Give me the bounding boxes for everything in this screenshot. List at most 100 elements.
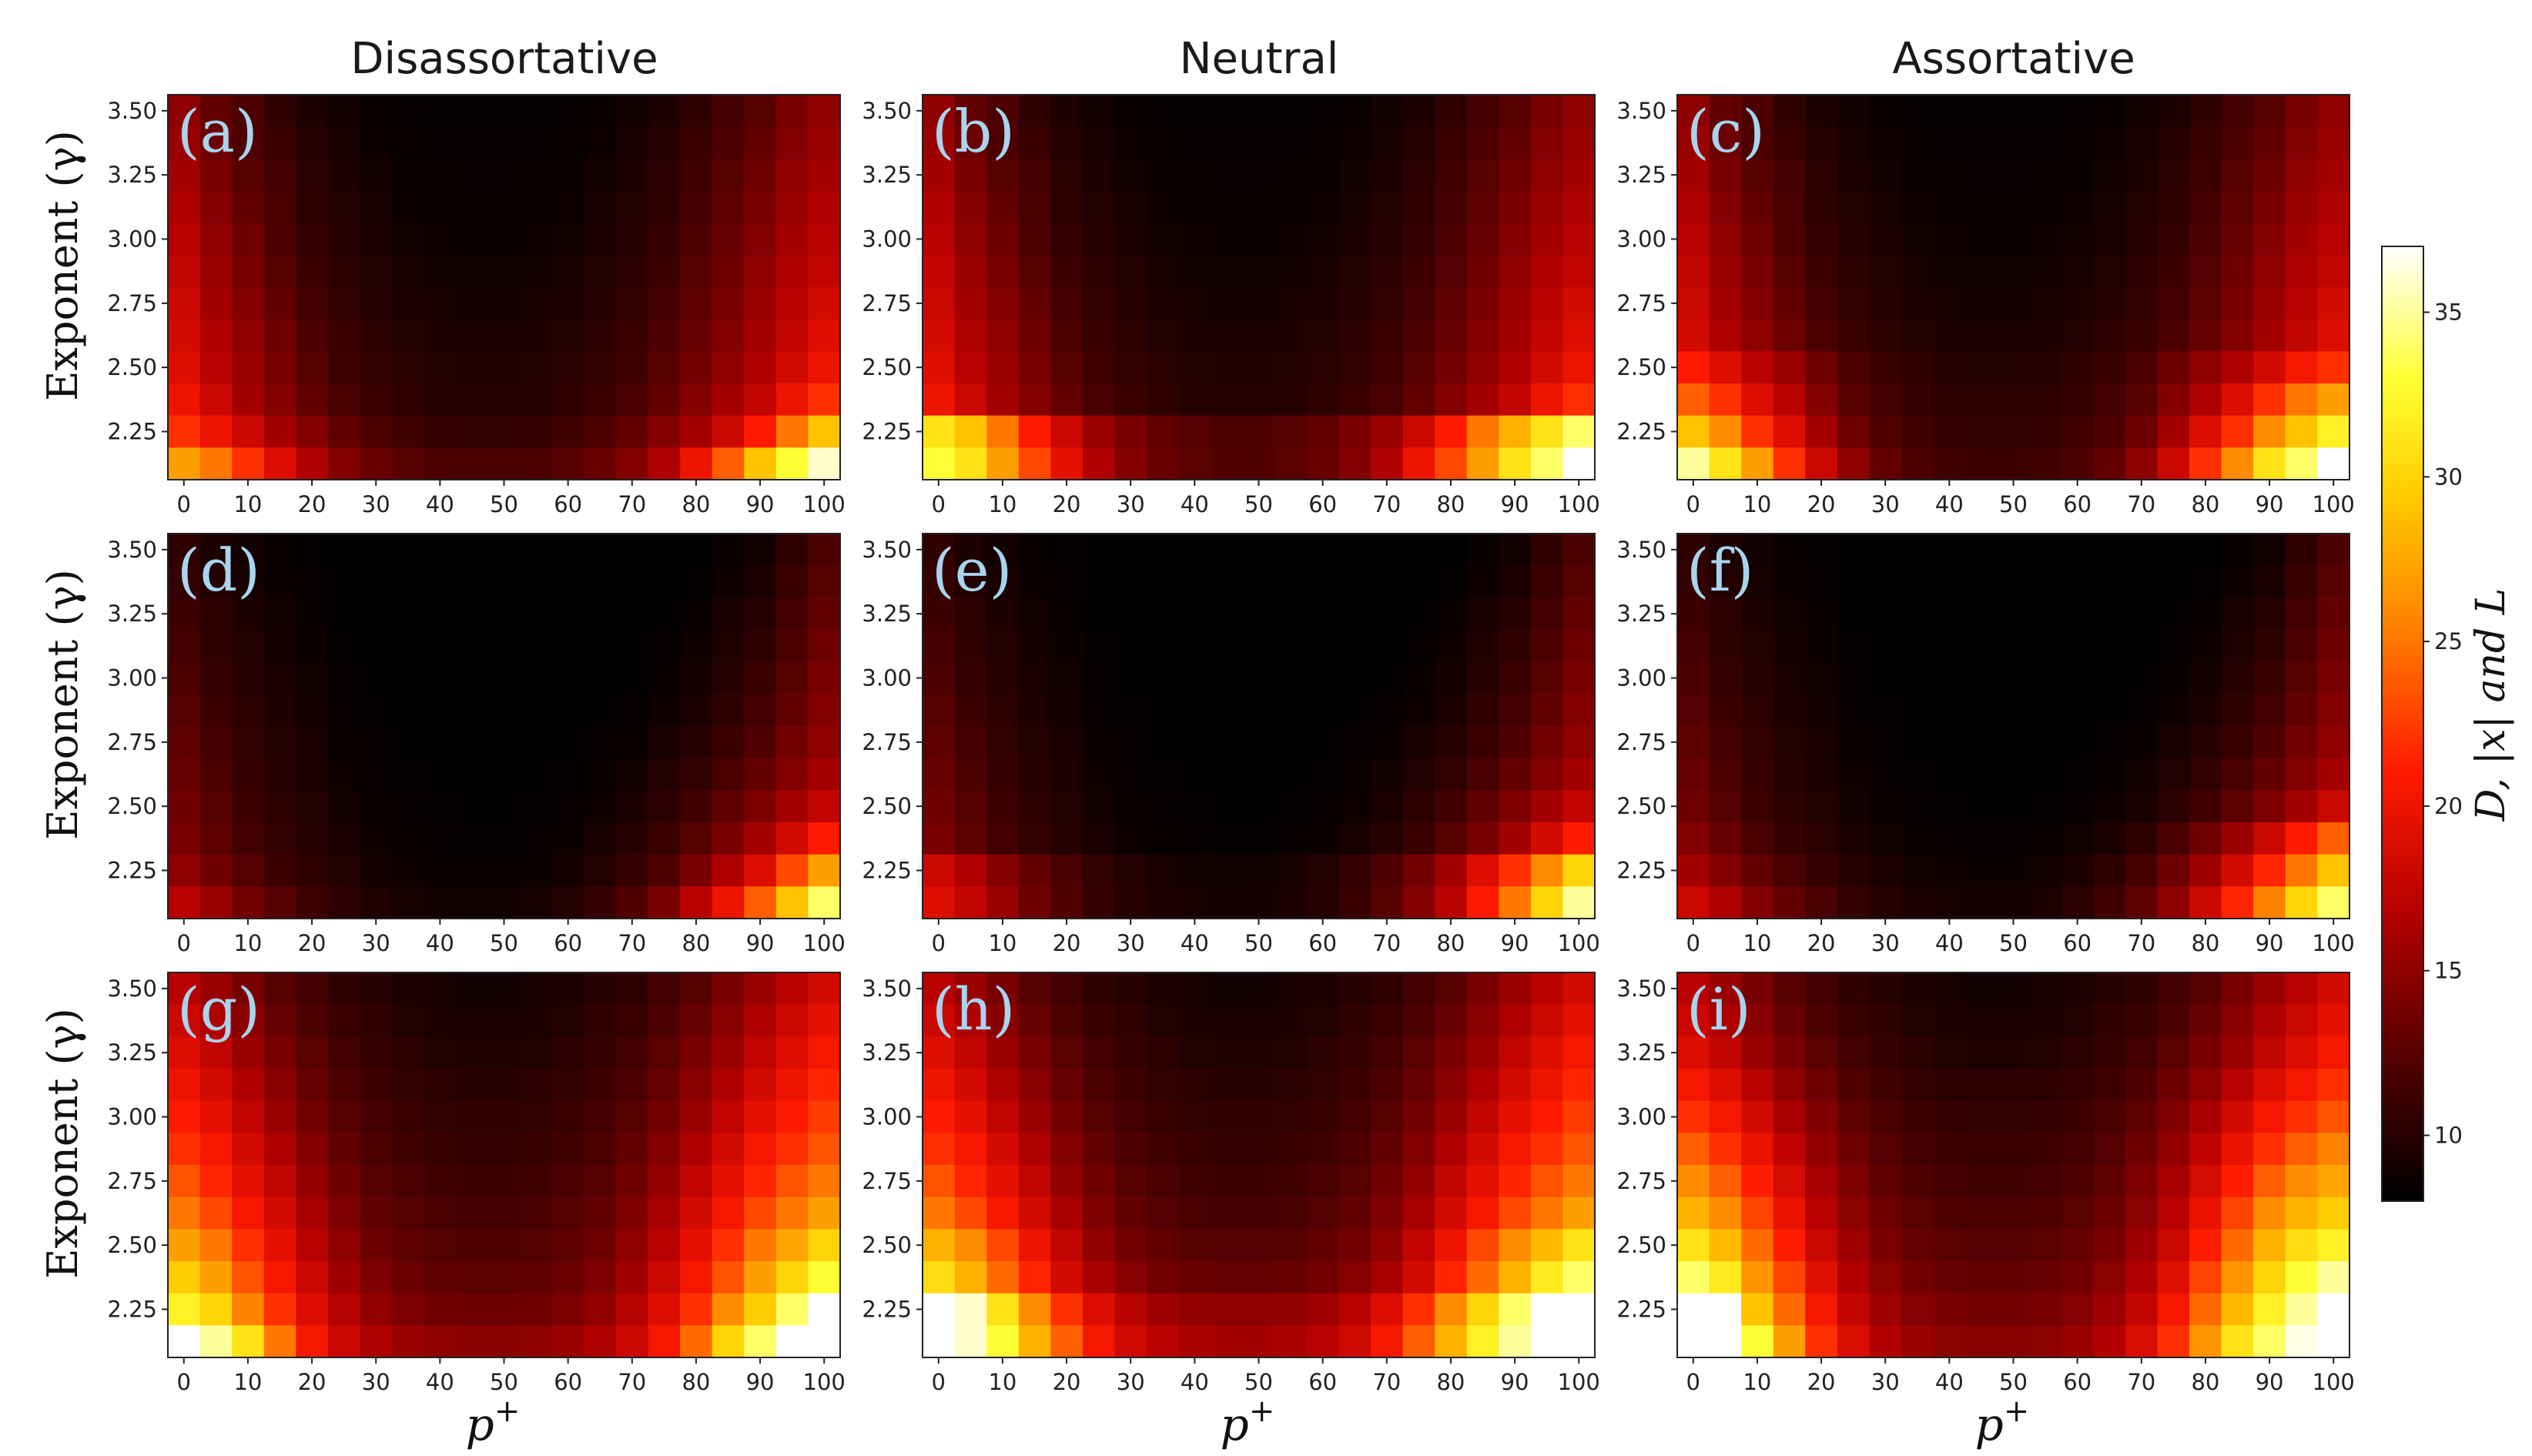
heatmap-cell (1018, 1069, 1051, 1102)
heatmap-cell (775, 1036, 809, 1069)
heatmap-cell (775, 1293, 809, 1326)
heatmap-cell (263, 886, 296, 919)
heatmap-cell (2157, 854, 2190, 887)
heatmap-cell (808, 447, 841, 480)
heatmap-cell (2189, 1325, 2222, 1358)
heatmap-cell (199, 95, 233, 128)
heatmap-cell (1178, 1004, 1211, 1037)
heatmap-cell (923, 790, 956, 823)
heatmap-cell (954, 255, 987, 288)
heatmap-cell (1741, 790, 1774, 823)
heatmap-cell (680, 854, 713, 887)
heatmap-cell (923, 287, 956, 320)
heatmap-cell (1306, 1293, 1340, 1326)
heatmap-cell (360, 758, 393, 791)
heatmap-cell (1997, 415, 2030, 448)
heatmap-cell (1274, 1100, 1308, 1133)
heatmap-cell (1530, 447, 1564, 480)
heatmap-cell (456, 1293, 489, 1326)
heatmap-cell (424, 1261, 457, 1294)
heatmap-cell (1805, 1069, 1838, 1102)
heatmap-cell (2125, 1197, 2159, 1230)
heatmap-cell (1562, 1100, 1596, 1133)
heatmap-cell (2029, 383, 2062, 417)
heatmap-cell (360, 447, 393, 480)
heatmap-cell (2285, 255, 2319, 288)
heatmap-cell (296, 1229, 329, 1262)
heatmap-cell (424, 630, 457, 663)
heatmap-cell (616, 854, 649, 887)
heatmap-cell (1178, 661, 1211, 695)
heatmap-cell (1997, 886, 2030, 919)
heatmap-cell (1837, 822, 1871, 855)
heatmap-cell (986, 1133, 1020, 1166)
heatmap-cell (296, 287, 329, 320)
heatmap-cell (424, 565, 457, 598)
heatmap-cell (1050, 126, 1083, 159)
y-tick-label: 2.25 (107, 1297, 157, 1323)
heatmap-cell (1773, 790, 1806, 823)
heatmap-cell (1466, 1261, 1499, 1294)
heatmap-cell (1211, 126, 1244, 159)
x-tick-label: 100 (803, 930, 846, 956)
heatmap-cell (487, 1036, 521, 1069)
heatmap-cell (168, 886, 201, 919)
heatmap-cell (392, 972, 425, 1006)
heatmap-cell (551, 726, 585, 759)
heatmap-cell (2253, 159, 2286, 192)
heatmap-cell (1050, 790, 1083, 823)
heatmap-cell (616, 255, 649, 288)
heatmap-cell (2093, 565, 2126, 598)
heatmap-cell (1869, 1229, 1902, 1262)
heatmap-cell (680, 1293, 713, 1326)
heatmap-cell (1402, 287, 1435, 320)
heatmap-cell (520, 630, 553, 663)
heatmap-cell (1997, 447, 2030, 480)
x-tick-label: 50 (1999, 930, 2028, 956)
heatmap-cell (520, 597, 553, 631)
heatmap-cell (1338, 565, 1372, 598)
heatmap-cell (1677, 1229, 1710, 1262)
heatmap-cell (392, 351, 425, 384)
heatmap-cell (2125, 1229, 2159, 1262)
heatmap-cell (680, 597, 713, 631)
heatmap-cell (1242, 383, 1275, 417)
heatmap-cell (487, 1293, 521, 1326)
heatmap-cell (1901, 661, 1934, 695)
heatmap-cell (2317, 758, 2350, 791)
heatmap-cell (1274, 95, 1308, 128)
x-tick-label: 40 (426, 1369, 454, 1395)
x-tick-label: 90 (2256, 930, 2284, 956)
colorbar-tick-label: 35 (2434, 300, 2463, 326)
heatmap-cell (1274, 1036, 1308, 1069)
heatmap-cell (1901, 886, 1934, 919)
heatmap-cell (616, 319, 649, 352)
heatmap-cell (2189, 1261, 2222, 1294)
heatmap-cell (2221, 383, 2254, 417)
heatmap-cell (2253, 95, 2286, 128)
heatmap-cell (680, 447, 713, 480)
heatmap-cell (168, 726, 201, 759)
heatmap-cell (168, 972, 201, 1006)
heatmap-cell (1965, 1293, 1998, 1326)
heatmap-cell (1018, 287, 1051, 320)
heatmap-cell (1338, 1165, 1372, 1198)
heatmap-cell (520, 287, 553, 320)
x-tick-label: 20 (1053, 1369, 1081, 1395)
x-tick-label: 70 (1372, 1369, 1401, 1395)
heatmap-cell (2253, 1036, 2286, 1069)
heatmap-cell (1178, 1293, 1211, 1326)
x-tick-label: 40 (1935, 491, 1964, 517)
heatmap-cell (2157, 191, 2190, 224)
heatmap-cell (199, 1229, 233, 1262)
heatmap-cell (360, 972, 393, 1006)
heatmap-cell (1869, 95, 1902, 128)
heatmap-cell (1050, 383, 1083, 417)
heatmap-cell (2093, 1293, 2126, 1326)
heatmap-cell (648, 1197, 681, 1230)
heatmap-cell (2157, 351, 2190, 384)
heatmap-cell (424, 972, 457, 1006)
heatmap-cell (2317, 854, 2350, 887)
heatmap-cell (584, 126, 617, 159)
heatmap-cell (2061, 758, 2095, 791)
